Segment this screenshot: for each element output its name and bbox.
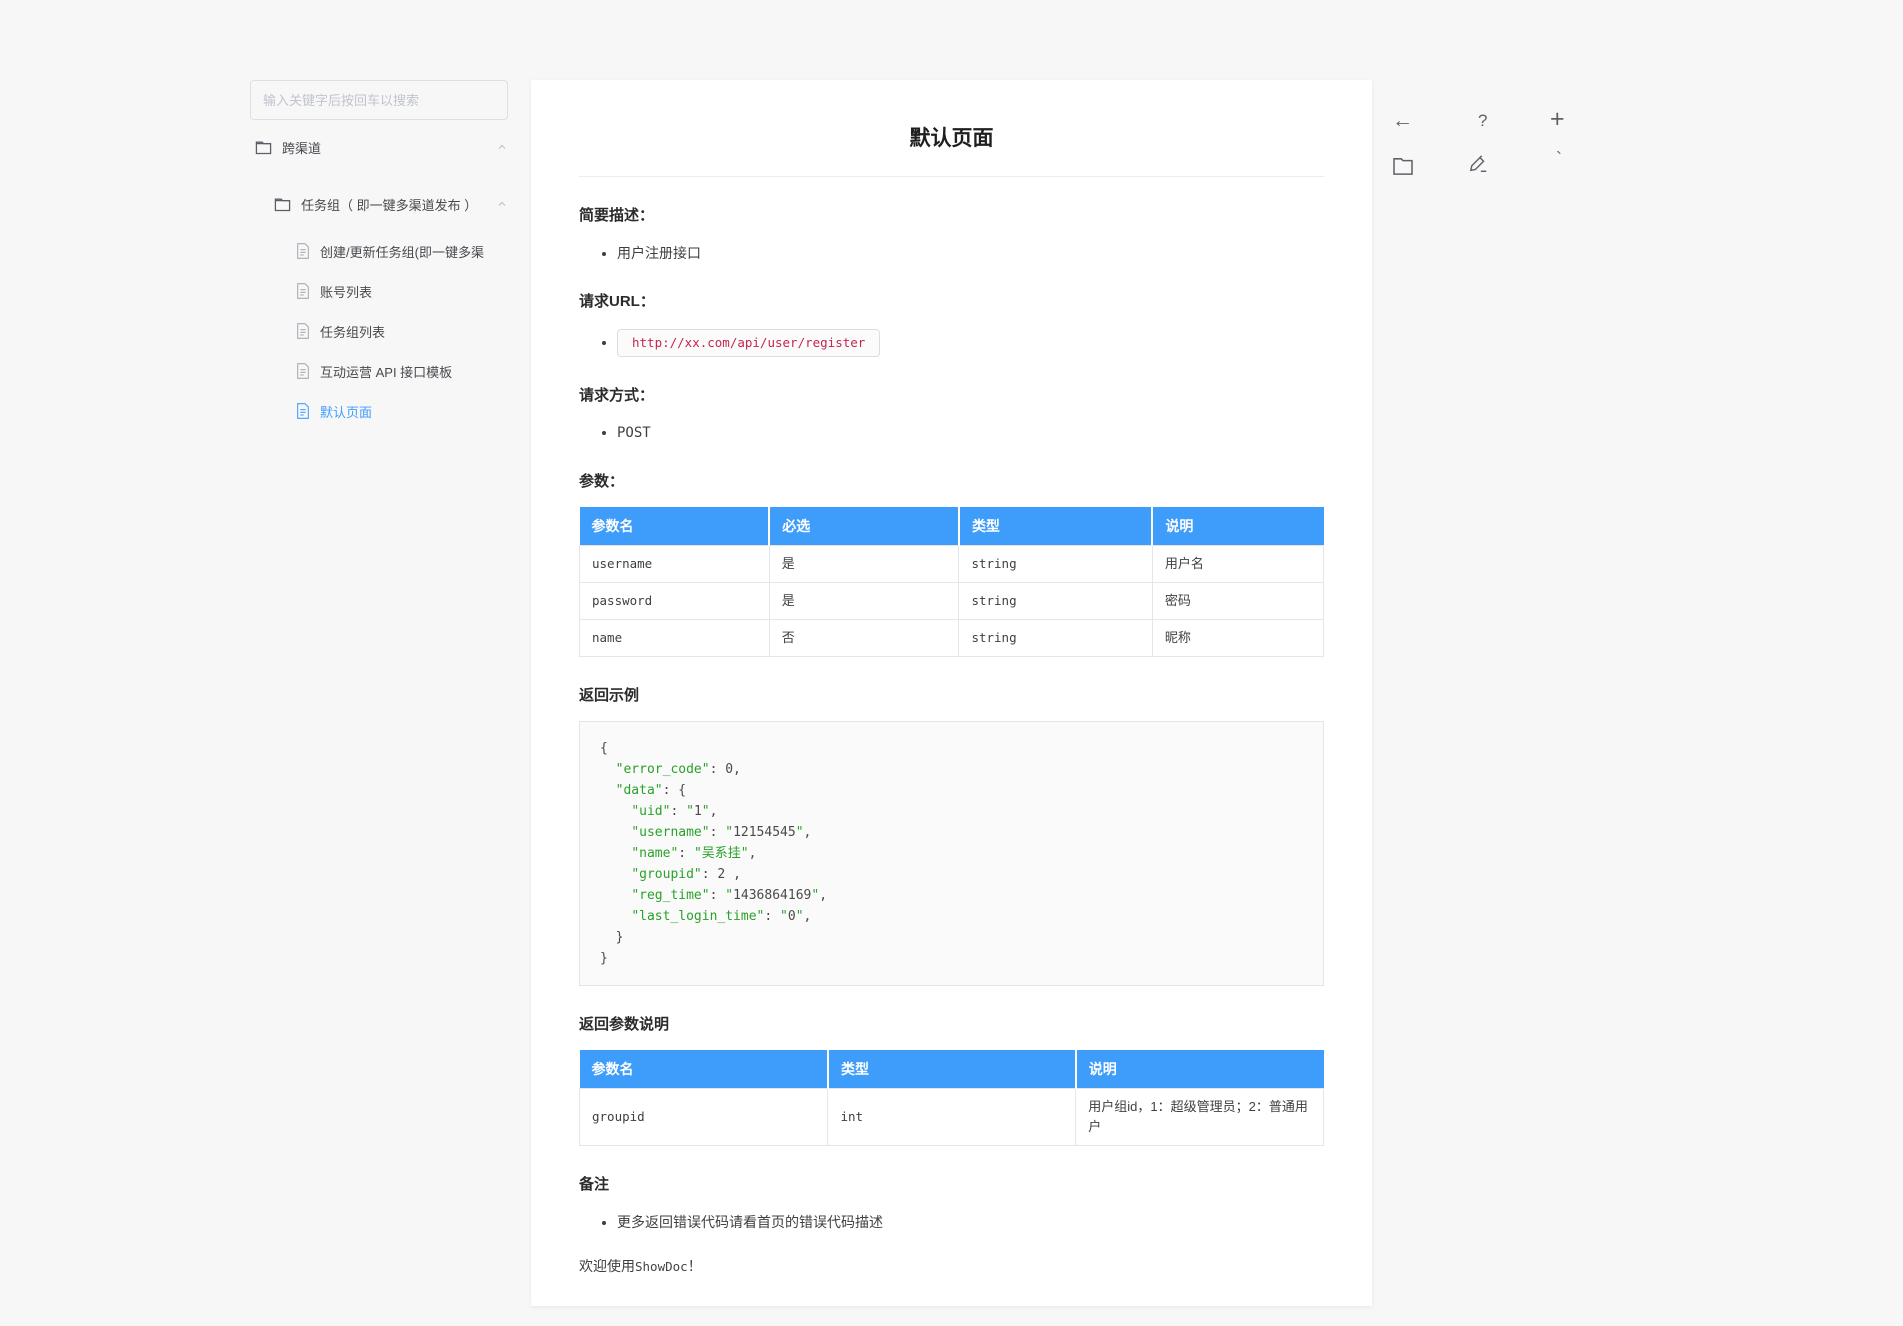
cell-desc: 昵称 [1151,619,1325,657]
tree-folder-label: 任务组（ 即一键多渠道发布 ） [301,197,478,213]
cell-required: 是 [768,582,960,620]
tree-page-label: 任务组列表 [320,324,386,340]
document-icon [296,243,310,259]
document-icon [296,363,310,379]
table-row: name 否 string 昵称 [579,619,1325,657]
params-heading: 参数： [579,473,625,490]
request-url-code: http://xx.com/api/user/register [617,329,881,357]
document-icon [296,283,310,299]
folder-icon [255,140,272,155]
cell-desc: 密码 [1151,582,1325,620]
table-row: groupid int 用户组id，1：超级管理员；2：普通用户 [578,1088,1324,1146]
search-input[interactable] [250,80,508,120]
remark-item: 更多返回错误代码请看首页的错误代码描述 [617,1212,1324,1232]
add-page-icon[interactable]: + [1546,103,1569,136]
document-icon [296,403,310,419]
url-item: http://xx.com/api/user/register [617,329,1324,357]
sidebar: 跨渠道 任务组（ 即一键多渠道发布 ） [250,80,510,431]
return-params-heading: 返回参数说明 [579,1016,670,1033]
method-item: POST [617,423,1324,443]
cell-type: string [958,545,1153,583]
folder-icon[interactable] [1388,153,1418,181]
cell-type: int [827,1088,1077,1146]
tree-page-label: 账号列表 [320,284,373,300]
cell-param-name: name [579,619,770,657]
footer-text: ！ [687,1258,702,1274]
col-header: 说明 [1075,1050,1324,1089]
return-params-table: 参数名 类型 说明 groupid int 用户组id，1：超级管理员；2：普通… [578,1050,1324,1146]
cell-type: string [958,582,1153,620]
cell-desc: 用户名 [1151,545,1325,583]
tree-folder-task-group[interactable]: 任务组（ 即一键多渠道发布 ） [250,184,510,224]
title-divider [579,176,1324,177]
tree-page-account-list[interactable]: 账号列表 [250,271,510,311]
help-icon[interactable]: ? [1474,108,1491,133]
tree-page-default-page[interactable]: 默认页面 [250,391,510,431]
folder-icon [274,197,291,212]
return-example-heading: 返回示例 [579,687,640,704]
brief-item: 用户注册接口 [617,243,1324,263]
cell-type: string [958,619,1153,657]
tree-page-create-update-task-group[interactable]: 创建/更新任务组(即一键多渠 [250,231,510,271]
url-heading: 请求URL： [579,293,655,310]
table-row: username 是 string 用户名 [579,545,1325,583]
col-header: 参数名 [579,507,771,546]
tree-folder-cross-channel[interactable]: 跨渠道 [250,127,510,167]
cell-param-name: password [579,582,770,620]
col-header: 类型 [958,507,1154,546]
chevron-up-icon[interactable] [496,198,510,210]
cell-desc: 用户组id，1：超级管理员；2：普通用户 [1075,1088,1324,1146]
footer-brand: ShowDoc [635,1259,688,1274]
params-table: 参数名 必选 类型 说明 username 是 string 用户名 passw… [579,507,1325,657]
catalog-tree: 跨渠道 任务组（ 即一键多渠道发布 ） [250,127,510,431]
document-icon [296,323,310,339]
brief-heading: 简要描述： [579,207,655,224]
remark-heading: 备注 [579,1176,610,1193]
footer-text: 欢迎使用 [579,1258,635,1274]
table-row: password 是 string 密码 [579,582,1325,620]
code-block: { "error_code": 0, "data": { "uid": "1",… [579,721,1324,986]
cell-required: 否 [768,619,960,657]
tree-page-label: 创建/更新任务组(即一键多渠 [320,244,484,260]
cell-param-name: username [579,545,770,583]
col-header: 类型 [827,1050,1077,1089]
cell-param-name: groupid [578,1088,829,1146]
page-title: 默认页面 [909,127,994,150]
col-header: 说明 [1152,507,1324,546]
tree-page-label: 默认页面 [320,404,373,420]
document-panel: 默认页面 简要描述： 用户注册接口 请求URL： http://xx.com/a… [531,80,1372,1306]
edit-pencil-icon[interactable] [1464,150,1494,180]
tree-page-task-group-list[interactable]: 任务组列表 [250,311,510,351]
method-heading: 请求方式： [579,387,655,404]
chevron-up-icon[interactable] [496,141,510,153]
back-icon[interactable]: ← [1388,106,1417,135]
cell-required: 是 [768,545,960,583]
tree-folder-label: 跨渠道 [282,140,322,156]
tree-page-label: 互动运营 API 接口模板 [320,364,453,380]
col-header: 必选 [769,507,960,546]
footer-welcome: 欢迎使用ShowDoc！ [579,1256,1324,1276]
tree-page-api-template[interactable]: 互动运营 API 接口模板 [250,351,510,391]
backtick-icon[interactable]: ` [1552,146,1566,172]
table-header-row: 参数名 类型 说明 [579,1050,1324,1089]
table-header-row: 参数名 必选 类型 说明 [579,507,1324,546]
col-header: 参数名 [579,1050,829,1089]
